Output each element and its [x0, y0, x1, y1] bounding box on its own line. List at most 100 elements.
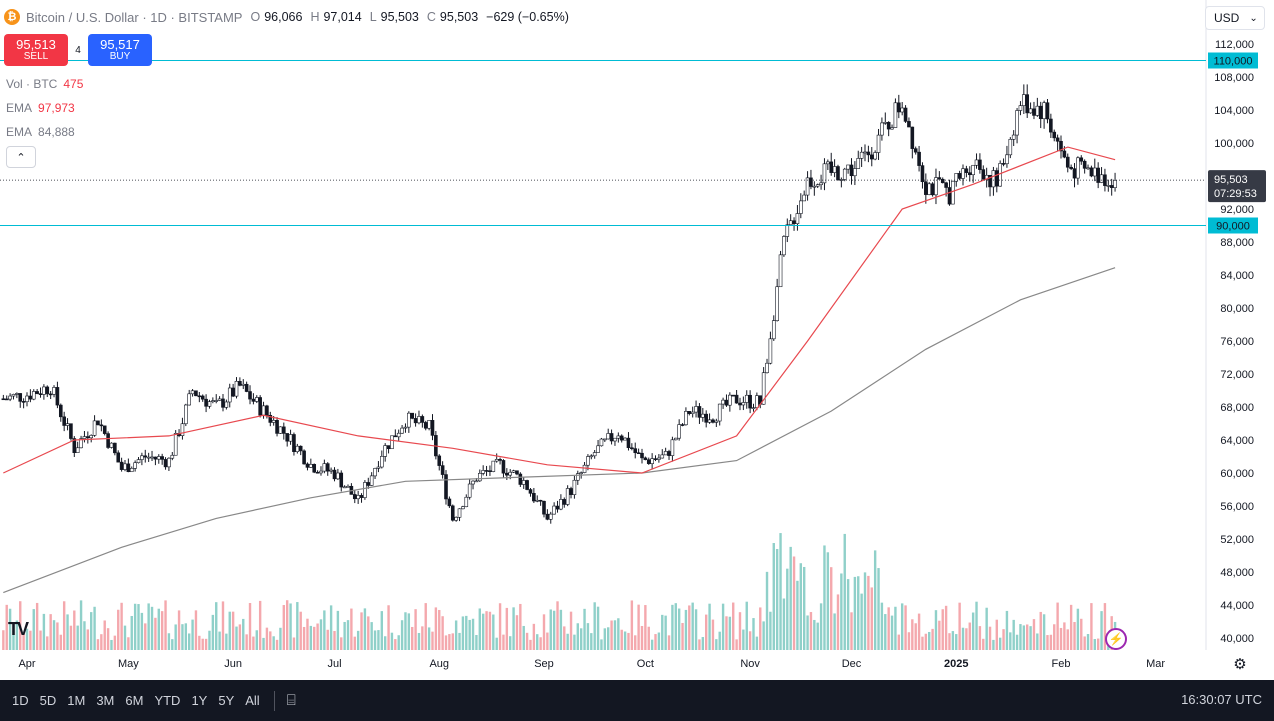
volume-bar	[549, 609, 552, 650]
range-6m[interactable]: 6M	[125, 693, 144, 708]
candle-body	[599, 438, 604, 447]
candle-body	[336, 472, 340, 480]
volume-bar	[8, 608, 12, 650]
y-tick-label: 84,000	[1220, 270, 1254, 282]
open-key: O	[250, 10, 261, 24]
candle-body	[704, 413, 708, 423]
volume-bar	[336, 610, 340, 650]
candle-body	[467, 483, 472, 498]
ema-slow-legend[interactable]: EMA 84,888	[6, 125, 75, 139]
candle-body	[853, 168, 857, 177]
candle-body	[728, 394, 732, 406]
lightning-icon: ⚡	[1108, 632, 1124, 646]
candle-body	[964, 168, 969, 173]
candle-body	[944, 182, 948, 188]
candle-body	[1015, 110, 1019, 136]
range-1m[interactable]: 1M	[67, 693, 86, 708]
volume-bar	[556, 601, 559, 650]
candle-body	[254, 397, 259, 402]
range-5y[interactable]: 5Y	[218, 693, 235, 708]
candle-body	[741, 402, 746, 406]
range-5d[interactable]: 5D	[39, 693, 57, 708]
calendar-icon[interactable]: ⌸	[286, 692, 296, 709]
candle-body	[809, 177, 813, 187]
volume-bar	[708, 603, 711, 650]
volume-bar	[245, 634, 248, 650]
volume-bar	[441, 616, 444, 650]
ema-fast-legend[interactable]: EMA 97,973	[6, 101, 75, 115]
candle-body	[31, 391, 36, 400]
volume-bar	[1002, 629, 1005, 650]
sell-button[interactable]: 95,513 SELL	[4, 34, 68, 66]
candle-body	[440, 465, 445, 475]
candle-body	[751, 407, 756, 409]
candle-body	[430, 420, 435, 436]
buy-label: BUY	[109, 50, 131, 62]
candle-body	[190, 390, 195, 395]
volume-bar	[917, 613, 921, 650]
candle-body	[829, 161, 834, 173]
volume-bar	[1029, 626, 1032, 650]
volume-bar	[235, 626, 238, 650]
collapse-legend-button[interactable]: ⌃	[6, 146, 36, 168]
volume-legend[interactable]: Vol · BTC 475	[6, 77, 83, 91]
candle-body	[927, 183, 932, 195]
volume-bar	[279, 627, 282, 650]
range-1y[interactable]: 1Y	[191, 693, 208, 708]
candle-body	[187, 393, 191, 406]
price-chart[interactable]: 112,000108,000104,000100,00096,00092,000…	[0, 0, 1274, 680]
volume-bar	[694, 609, 698, 650]
volume-bar	[1063, 622, 1066, 650]
flash-icon[interactable]: ⚡	[1105, 628, 1127, 650]
symbol-title[interactable]: Bitcoin / U.S. Dollar · 1D · BITSTAMP	[26, 9, 243, 25]
volume-bar	[745, 601, 748, 650]
candle-body	[799, 200, 803, 214]
candle-body	[839, 179, 844, 181]
volume-bar	[796, 580, 799, 650]
countdown-label: 07:29:53	[1214, 188, 1257, 200]
candle-body	[920, 165, 925, 183]
volume-bar	[356, 630, 360, 650]
volume-bar	[836, 594, 840, 650]
volume-bar	[992, 639, 995, 650]
buy-button[interactable]: 95,517 BUY	[88, 34, 152, 66]
volume-bar	[211, 614, 215, 650]
volume-bar	[661, 614, 664, 650]
volume-bar	[667, 635, 671, 650]
close-key: C	[426, 10, 436, 24]
volume-bar	[387, 605, 390, 650]
candle-body	[1038, 105, 1043, 120]
volume-bar	[404, 612, 407, 650]
volume-bar	[786, 568, 789, 650]
range-ytd[interactable]: YTD	[154, 693, 181, 708]
candle-body	[734, 394, 739, 404]
utc-clock[interactable]: 16:30:07 UTC	[1181, 692, 1262, 707]
chart-area[interactable]: 112,000108,000104,000100,00096,00092,000…	[0, 0, 1274, 680]
volume-bar	[248, 603, 252, 650]
volume-bar	[319, 619, 323, 650]
candle-body	[619, 435, 624, 441]
candle-body	[109, 442, 114, 448]
candle-body	[657, 457, 661, 460]
volume-bar	[52, 620, 56, 650]
volume-bar	[830, 567, 833, 650]
currency-select[interactable]: USD ⌄	[1205, 6, 1265, 30]
range-3m[interactable]: 3M	[96, 693, 115, 708]
volume-bar	[897, 634, 901, 650]
volume-bar	[728, 616, 732, 650]
candle-body	[771, 320, 776, 340]
change-value: −629 (−0.65%)	[486, 10, 569, 24]
candle-body	[1028, 108, 1033, 114]
candle-body	[511, 470, 516, 473]
candle-body	[146, 456, 151, 459]
candle-body	[542, 500, 546, 515]
volume-bar	[120, 602, 123, 650]
candle-body	[886, 122, 891, 130]
range-all[interactable]: All	[245, 693, 260, 708]
candle-body	[342, 486, 347, 489]
settings-gear-icon[interactable]: ⚙	[1233, 656, 1247, 673]
range-1d[interactable]: 1D	[12, 693, 29, 708]
volume-bar	[22, 632, 25, 650]
volume-bar	[228, 611, 231, 650]
candle-body	[957, 173, 962, 179]
